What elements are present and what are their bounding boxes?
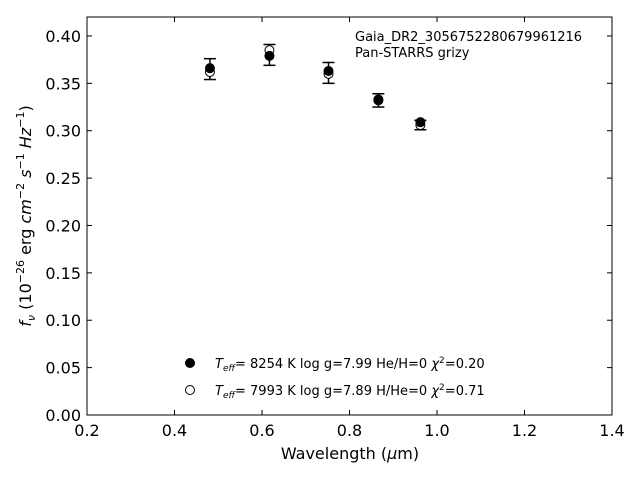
x-tick-label: 0.2 [74, 421, 99, 440]
x-tick-label: 0.4 [162, 421, 187, 440]
legend-entry-1: Teff= 8254 K log g=7.99 He/H=0 χ2=0.20 [215, 356, 485, 374]
axis-ticks: 0.2 0.4 0.6 0.8 1.0 1.2 1.4 0.00 0.05 0.10 0.15 0.2… [45, 17, 625, 440]
point-filled [373, 94, 384, 105]
y-tick-label: 0.00 [45, 406, 81, 425]
legend-entry-2: Teff= 7993 K log g=7.89 H/He=0 χ2=0.71 [215, 383, 485, 401]
y-tick-label: 0.30 [45, 122, 81, 141]
annotation-survey: Pan-STARRS grizy [355, 46, 470, 61]
point-filled [204, 63, 215, 74]
y-tick-label: 0.25 [45, 169, 81, 188]
x-tick-label: 1.4 [599, 421, 624, 440]
x-axis-label: Wavelength (μm) [281, 444, 419, 463]
plot-frame [86, 16, 613, 416]
point-filled [264, 50, 275, 61]
y-tick-label: 0.20 [45, 216, 81, 235]
y-axis-label: fν (10−26 erg cm−2 s−1 Hz−1) [14, 105, 38, 326]
annotation-object-id: Gaia_DR2_3056752280679961216 [355, 30, 582, 45]
point-filled [323, 66, 334, 77]
x-tick-label: 0.6 [249, 421, 274, 440]
y-tick-label: 0.40 [45, 27, 81, 46]
point-filled [415, 117, 426, 128]
y-tick-label: 0.10 [45, 311, 81, 330]
y-tick-label: 0.15 [45, 264, 81, 283]
y-tick-label: 0.35 [45, 74, 81, 93]
data-points [204, 45, 426, 131]
legend-marker-filled [185, 358, 195, 368]
x-tick-label: 0.8 [337, 421, 362, 440]
x-tick-label: 1.0 [424, 421, 449, 440]
legend: Teff= 8254 K log g=7.99 He/H=0 χ2=0.20 T… [185, 356, 485, 401]
legend-marker-open [185, 385, 195, 395]
y-tick-label: 0.05 [45, 359, 81, 378]
x-tick-label: 1.2 [512, 421, 537, 440]
